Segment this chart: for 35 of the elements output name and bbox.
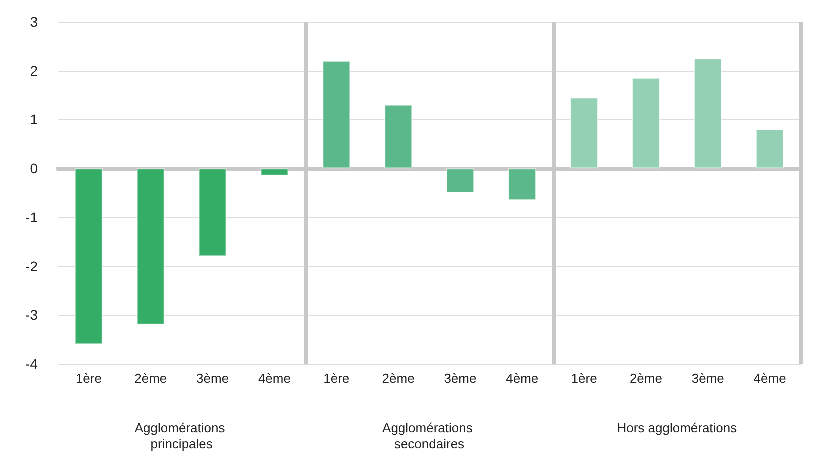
y-tick-label: 0: [30, 160, 38, 177]
x-tick-label: 1ère: [571, 371, 598, 386]
bar: [694, 58, 722, 169]
y-tick-label: -1: [26, 209, 38, 226]
x-tick-label: 3ème: [692, 371, 724, 386]
x-tick-label: 1ère: [76, 371, 102, 386]
bar: [756, 129, 784, 169]
x-tick-label: 4ème: [506, 371, 539, 386]
x-tick-label: 4ème: [754, 371, 786, 386]
bar: [260, 168, 289, 176]
x-tick-label: 2ème: [630, 371, 662, 386]
text: Agglomérations principales: [134, 420, 229, 452]
x-tick-label: 1ère: [324, 371, 350, 386]
bar: [322, 61, 351, 169]
x-tick-label: 4ème: [258, 371, 291, 386]
y-tick-label: 3: [30, 14, 38, 30]
y-tick-label: 1: [30, 112, 38, 128]
y-tick-label: -4: [26, 356, 38, 372]
bar: [446, 168, 474, 193]
bar: [198, 168, 227, 257]
x-tick-label: 3ème: [444, 371, 477, 386]
x-tick-label: 2ème: [382, 371, 415, 386]
bar: [508, 168, 536, 200]
y-tick-label: -2: [26, 258, 38, 274]
bar: [136, 168, 165, 325]
bar: [384, 105, 412, 169]
y-tick-label: -3: [26, 307, 38, 324]
text: Agglomérations secondaires: [382, 420, 476, 452]
x-tick-label: 2ème: [134, 371, 168, 386]
text: Hors agglomérations: [617, 420, 738, 436]
x-tick-label: 3ème: [196, 371, 230, 386]
bar: [75, 168, 103, 344]
y-tick-label: 2: [30, 62, 38, 79]
bar: [632, 78, 660, 169]
bar: [570, 98, 598, 169]
